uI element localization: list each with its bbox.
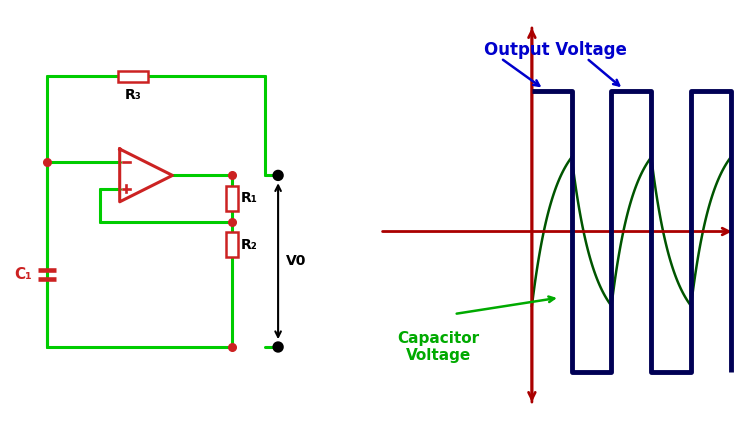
Bar: [226, 186, 238, 211]
Text: Output Voltage: Output Voltage: [484, 41, 627, 59]
Text: Capacitor
Voltage: Capacitor Voltage: [398, 331, 479, 363]
Text: C₁: C₁: [14, 267, 32, 282]
Bar: [226, 232, 238, 257]
Text: R₂: R₂: [242, 238, 258, 252]
Text: R₁: R₁: [242, 191, 258, 206]
Text: V0: V0: [286, 254, 307, 268]
Circle shape: [274, 171, 283, 180]
Bar: [118, 71, 148, 82]
Text: R₃: R₃: [124, 88, 141, 101]
Circle shape: [274, 343, 283, 351]
